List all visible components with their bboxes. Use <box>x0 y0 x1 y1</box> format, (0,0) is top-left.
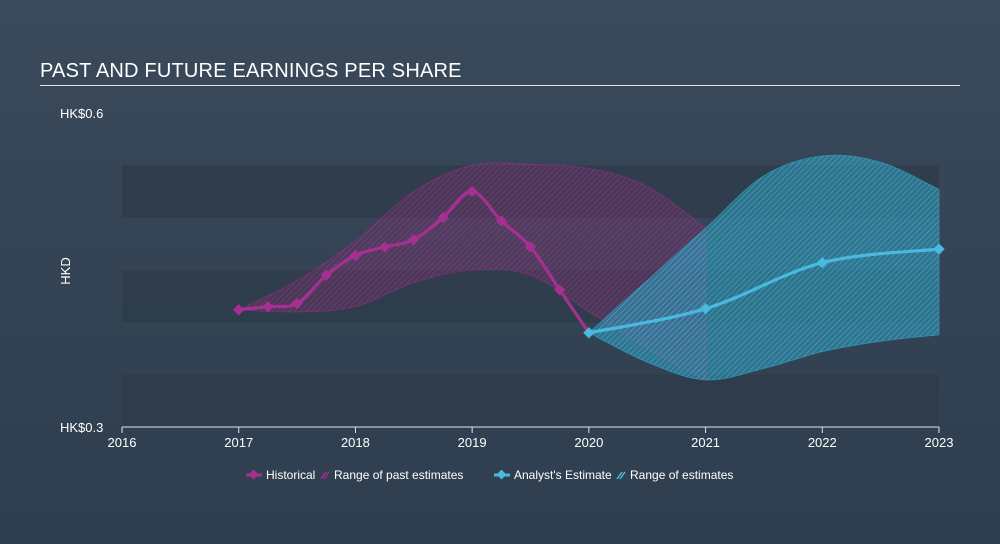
historical-point <box>524 241 537 253</box>
future-estimate-range-area <box>588 154 940 381</box>
past-range-hatch-icon <box>320 471 330 480</box>
estimate-bands <box>238 154 940 381</box>
historical-marker-icon <box>246 470 262 480</box>
historical-point <box>495 215 507 227</box>
x-tick-label: 2020 <box>574 435 603 450</box>
x-tick-label: 2023 <box>925 435 954 450</box>
legend-estimate[interactable]: Analyst's Estimate <box>494 468 612 482</box>
estimate-point <box>816 257 828 269</box>
y-tick-bottom: HK$0.3 <box>60 420 103 435</box>
estimate-point <box>699 303 712 315</box>
historical-point <box>466 185 478 198</box>
y-tick-top: HK$0.6 <box>60 106 103 121</box>
legend-future-range-label: Range of estimates <box>630 468 734 482</box>
estimate-marker-icon <box>494 470 510 480</box>
legend-estimate-label: Analyst's Estimate <box>514 468 612 482</box>
legend: Historical Range of past estimates Analy… <box>0 468 1000 486</box>
estimate-line <box>587 247 941 335</box>
y-axis-label: HKD <box>58 257 73 284</box>
historical-point <box>378 241 391 253</box>
historical-point <box>291 297 303 310</box>
title-divider <box>40 85 960 86</box>
legend-future-range[interactable]: Range of estimates <box>616 468 733 482</box>
x-tick-label: 2017 <box>224 435 253 450</box>
legend-past-range-label: Range of past estimates <box>334 468 464 482</box>
x-tick-label: 2022 <box>808 435 837 450</box>
future-range-hatch-icon <box>616 471 626 480</box>
x-tick-label: 2018 <box>341 435 370 450</box>
legend-historical-label: Historical <box>266 468 316 482</box>
estimate-point <box>583 327 595 339</box>
legend-past-range[interactable]: Range of past estimates <box>320 468 463 482</box>
x-tick-label: 2021 <box>691 435 720 450</box>
x-axis: 2016 2017 2018 2019 2020 2021 2022 2023 <box>108 426 954 450</box>
x-tick-label: 2016 <box>108 435 137 450</box>
legend-historical[interactable]: Historical <box>246 468 315 482</box>
historical-point <box>320 269 332 281</box>
chart-title: PAST AND FUTURE EARNINGS PER SHARE <box>40 60 462 82</box>
historical-point <box>408 233 420 246</box>
series-lines <box>233 185 945 339</box>
historical-point <box>233 304 245 316</box>
x-tick-label: 2019 <box>458 435 487 450</box>
grid-band <box>122 374 939 427</box>
